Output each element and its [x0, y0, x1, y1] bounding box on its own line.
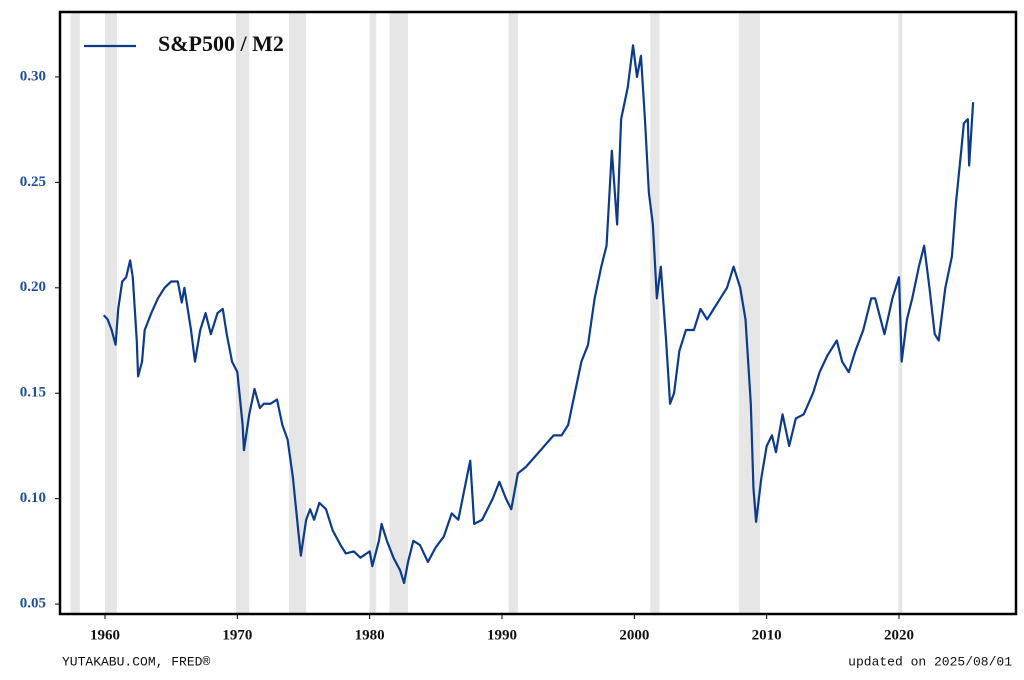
- y-tick-label: 0.30: [20, 68, 46, 84]
- x-tick-label: 1980: [355, 627, 385, 643]
- recession-band: [650, 12, 660, 614]
- recession-band: [508, 12, 518, 614]
- y-tick-label: 0.05: [20, 596, 46, 612]
- x-tick-label: 1990: [487, 627, 517, 643]
- recession-band: [369, 12, 377, 614]
- plot-frame: [58, 10, 1018, 616]
- x-tick-label: 1970: [222, 627, 252, 643]
- recession-band: [389, 12, 409, 614]
- recession-band: [104, 12, 117, 614]
- x-tick-label: 2020: [884, 627, 914, 643]
- y-tick-label: 0.25: [20, 174, 46, 190]
- data-line: [102, 44, 975, 585]
- y-tick-label: 0.10: [20, 490, 46, 506]
- x-tick-label: 1960: [90, 627, 120, 643]
- recession-band: [738, 12, 761, 614]
- recession-band: [236, 12, 250, 614]
- source-note: YUTAKABU.COM, FRED®: [62, 654, 210, 669]
- x-tick-label: 2000: [619, 627, 649, 643]
- y-tick-label: 0.20: [20, 279, 46, 295]
- x-tick-label: 2010: [752, 627, 782, 643]
- recession-band: [288, 12, 307, 614]
- y-tick-label: 0.15: [20, 385, 46, 401]
- updated-note: updated on 2025/08/01: [848, 654, 1012, 669]
- legend-label: S&P500 / M2: [158, 31, 284, 56]
- recession-band: [70, 12, 80, 614]
